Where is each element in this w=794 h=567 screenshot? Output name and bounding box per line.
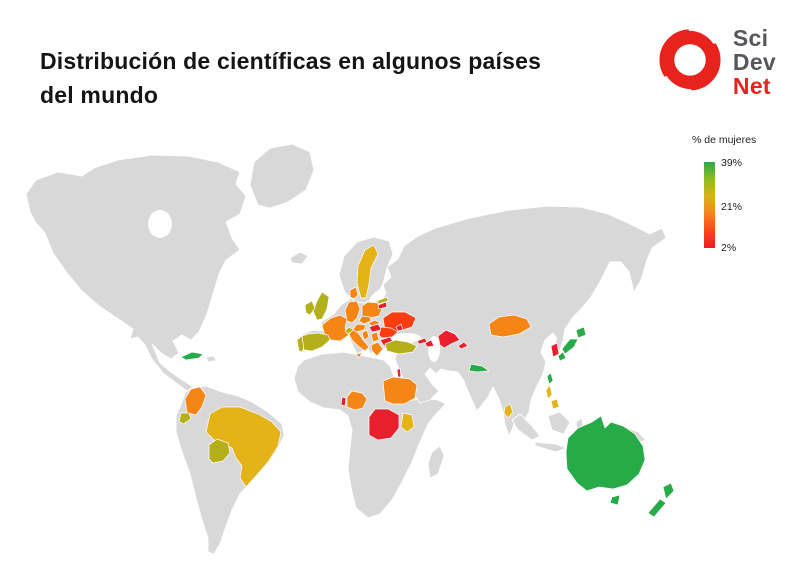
country-germany <box>344 300 361 324</box>
logo-word-net: Net <box>732 73 771 99</box>
country-greece <box>370 341 384 357</box>
country-czech-republic <box>358 315 372 325</box>
scidev-swirl-icon <box>659 28 721 92</box>
legend-mid-label: 21% <box>721 201 743 213</box>
country-ecuador <box>178 412 192 425</box>
country-slovakia <box>367 319 382 327</box>
baltic-sea <box>368 288 386 304</box>
country-italy-sicily <box>355 352 363 359</box>
country-azerbaijan <box>424 339 435 348</box>
country-spain <box>301 332 331 352</box>
country-new-zealand-south <box>647 498 667 518</box>
landmass-sumatra <box>511 413 541 441</box>
country-denmark <box>349 286 359 300</box>
scidevnet-logo: Sci Dev Net <box>653 20 776 98</box>
hudson-bay <box>148 210 172 238</box>
country-japan-kyushu <box>557 351 567 362</box>
country-bolivia <box>208 438 231 464</box>
landmass-madagascar <box>427 445 445 479</box>
country-turkey <box>384 339 418 355</box>
country-japan-hokkaido <box>575 326 587 339</box>
country-latvia <box>376 296 389 305</box>
landmass-hispaniola <box>205 355 217 363</box>
caspian-sea <box>428 336 440 362</box>
landmass-java <box>533 441 567 453</box>
country-switzerland <box>344 326 355 335</box>
country-south-korea <box>550 342 560 358</box>
country-colombia <box>184 386 207 416</box>
country-austria <box>352 323 367 333</box>
legend-title: % de mujeres <box>692 134 757 146</box>
country-serbia <box>370 331 380 343</box>
country-japan-honshu <box>561 338 579 355</box>
page-title: Distribución de científicas en algunos p… <box>40 48 542 108</box>
country-tajikistan <box>457 341 469 350</box>
country-togo <box>340 396 347 407</box>
country-croatia <box>361 329 370 341</box>
logo-word-dev: Dev <box>732 49 776 75</box>
landmass-north-america <box>25 154 247 392</box>
landmass-greenland <box>249 143 315 209</box>
country-dr-congo <box>368 408 400 441</box>
country-sudan <box>382 376 418 405</box>
country-france <box>321 314 350 342</box>
country-mongolia <box>488 314 532 338</box>
country-philippines-mindanao <box>550 398 560 410</box>
legend-gradient-bar <box>704 162 715 248</box>
country-philippines-luzon <box>545 384 553 400</box>
country-australia-tasmania <box>609 494 621 506</box>
country-romania <box>378 326 399 339</box>
country-australia <box>565 415 646 492</box>
landmass-borneo <box>547 411 571 435</box>
scidev-wordmark: Sci Dev Net <box>733 26 776 98</box>
country-uzbekistan <box>437 329 461 349</box>
country-sri-lanka <box>503 403 514 419</box>
logo-word-sci: Sci <box>732 25 769 51</box>
country-taiwan <box>546 372 554 385</box>
landmass-iceland <box>289 251 309 265</box>
country-kenya <box>400 412 415 433</box>
color-legend: % de mujeres 39% 21% 2% <box>688 134 790 254</box>
legend-min-label: 2% <box>721 242 737 254</box>
country-ireland <box>304 300 316 316</box>
country-lithuania <box>377 301 388 310</box>
country-israel <box>396 367 402 378</box>
country-united-kingdom <box>312 291 330 321</box>
legend-max-label: 39% <box>721 157 743 169</box>
country-cuba <box>180 351 204 361</box>
country-moldova <box>395 323 404 332</box>
country-nepal <box>468 363 490 373</box>
country-sweden <box>356 244 379 299</box>
country-new-zealand-north <box>662 482 675 500</box>
country-brazil <box>205 406 282 488</box>
country-nigeria <box>346 390 368 411</box>
